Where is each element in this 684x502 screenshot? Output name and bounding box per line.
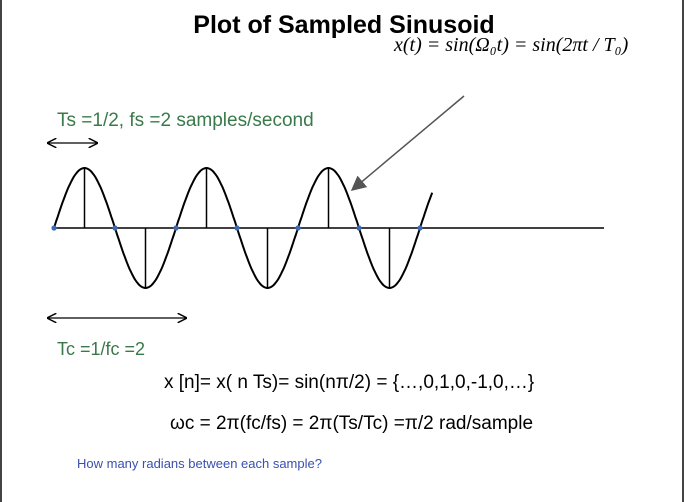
digital-frequency-equation: ωc = 2π(fc/fs) = 2π(Ts/Tc) =π/2 rad/samp… bbox=[170, 413, 534, 434]
tc-label: Tc =1/fc =2 bbox=[57, 339, 146, 359]
signal-formula: x(t) = sin(Ω₀t) = sin(2πt / T₀) bbox=[394, 34, 628, 57]
discrete-signal-equation: x [n]= x( n Ts)= sin(nπ/2) = {…,0,1,0,-1… bbox=[164, 372, 535, 393]
ts-label: Ts =1/2, fs =2 samples/second bbox=[57, 110, 314, 131]
sine-curve bbox=[53, 166, 434, 290]
sample-dot bbox=[112, 225, 118, 231]
sample-stems bbox=[83, 168, 391, 288]
sample-dot bbox=[295, 225, 301, 231]
question-text: How many radians between each sample? bbox=[77, 456, 322, 471]
sample-dot bbox=[234, 225, 240, 231]
sample-dot bbox=[417, 225, 423, 231]
slide-title: Plot of Sampled Sinusoid bbox=[193, 11, 495, 39]
sample-dot bbox=[51, 225, 57, 231]
sample-dot bbox=[356, 225, 362, 231]
sample-dots bbox=[51, 225, 423, 231]
signal-formula-text: x(t) = sin(Ω₀t) = sin(2πt / T₀) bbox=[394, 34, 629, 56]
formula-pointer-arrow bbox=[350, 95, 465, 191]
sample-dot bbox=[173, 225, 179, 231]
